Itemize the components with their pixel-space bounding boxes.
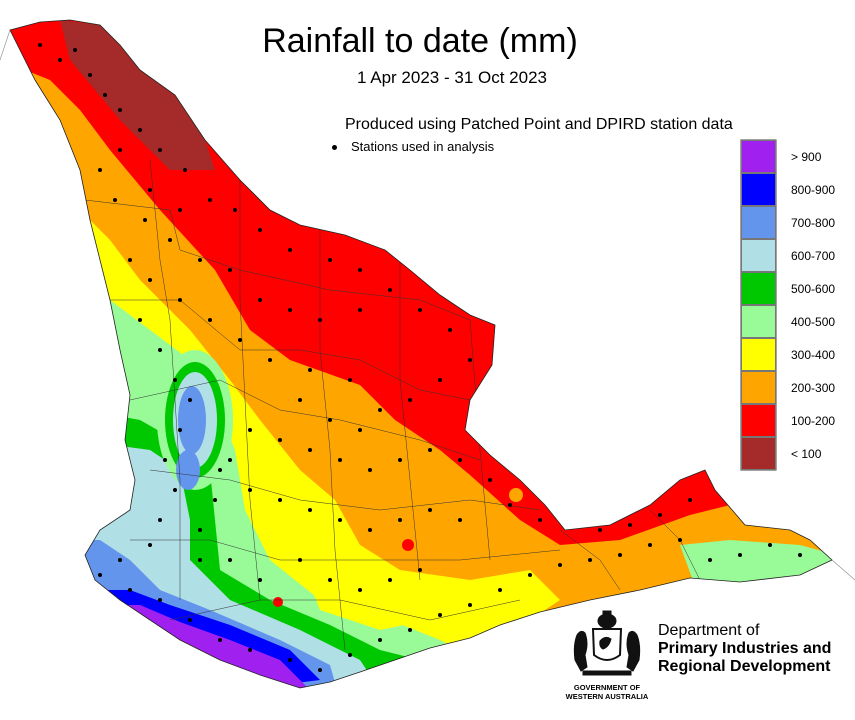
legend-label: 500-600 — [791, 282, 836, 296]
legend-swatch — [741, 338, 776, 371]
government-line2: WESTERN AUSTRALIA — [565, 692, 649, 701]
department-line1: Department of — [658, 622, 760, 639]
legend-swatch — [741, 239, 776, 272]
wa-government-crest-icon — [573, 610, 641, 676]
legend-label: 300-400 — [791, 348, 836, 362]
government-line1: GOVERNMENT OF — [573, 683, 641, 692]
legend-swatch — [741, 305, 776, 338]
legend-label: 400-500 — [791, 315, 836, 329]
legend-label: 100-200 — [791, 414, 836, 428]
legend-swatch — [741, 371, 776, 404]
station-dot-icon — [332, 145, 337, 151]
stations-note: Stations used in analysis — [332, 139, 494, 154]
date-range: 1 Apr 2023 - 31 Oct 2023 — [357, 68, 547, 87]
legend-swatch — [741, 437, 776, 470]
legend-label: 600-700 — [791, 249, 836, 263]
legend-label: < 100 — [791, 447, 822, 461]
produced-note: Produced using Patched Point and DPIRD s… — [345, 116, 733, 133]
legend-label: 700-800 — [791, 216, 836, 230]
department-line2: Primary Industries and — [658, 640, 832, 657]
legend-swatch — [741, 173, 776, 206]
legend-swatch — [741, 404, 776, 437]
legend-label: > 900 — [791, 150, 822, 164]
map-title: Rainfall to date (mm) — [262, 22, 578, 60]
government-caption: GOVERNMENT OF WESTERN AUSTRALIA — [555, 683, 659, 701]
legend-swatch — [741, 272, 776, 305]
legend-swatch — [741, 140, 776, 173]
legend-swatch — [741, 206, 776, 239]
department-name: Department of Primary Industries and Reg… — [658, 622, 831, 676]
legend-label: 200-300 — [791, 381, 836, 395]
stations-note-label: Stations used in analysis — [351, 139, 495, 154]
legend-label: 800-900 — [791, 183, 836, 197]
department-line3: Regional Development — [658, 658, 831, 675]
